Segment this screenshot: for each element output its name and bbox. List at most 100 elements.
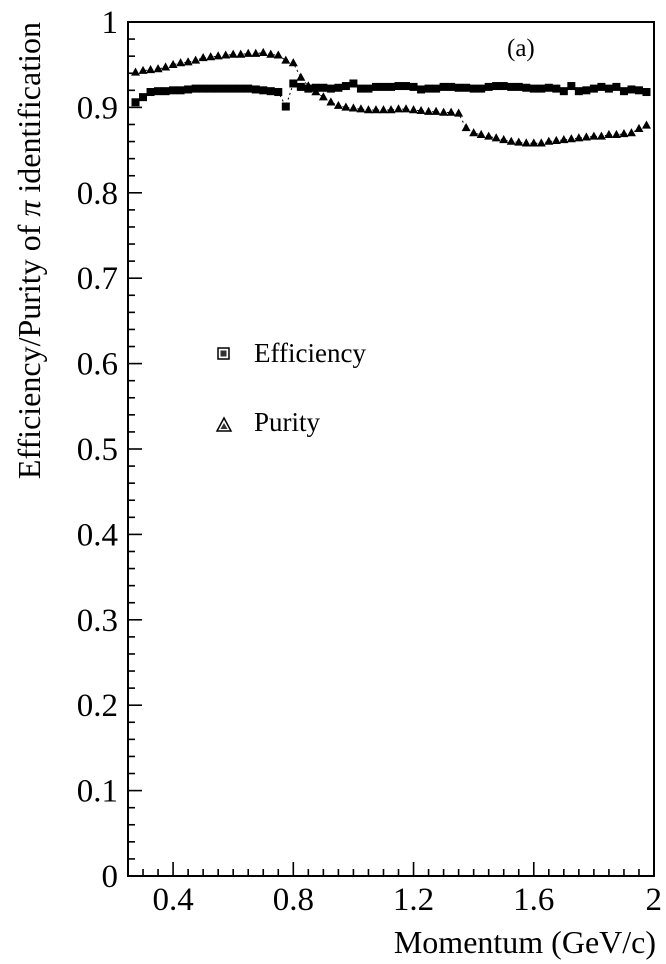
legend-marker-purity xyxy=(215,416,233,432)
purity-point xyxy=(521,138,531,147)
efficiency-point xyxy=(627,85,636,94)
purity-point xyxy=(491,133,501,142)
purity-point xyxy=(153,64,163,73)
y-tick-label: 0.2 xyxy=(77,688,118,724)
efficiency-point xyxy=(552,84,561,93)
x-tick-label: 0.4 xyxy=(152,882,193,918)
efficiency-point xyxy=(447,82,456,91)
efficiency-point xyxy=(356,84,365,93)
purity-point xyxy=(176,58,186,67)
purity-point xyxy=(296,72,306,81)
y-tick-label: 0.4 xyxy=(77,517,118,553)
purity-point xyxy=(626,128,636,137)
efficiency-point xyxy=(589,84,598,93)
efficiency-point xyxy=(642,88,651,97)
efficiency-point xyxy=(334,83,343,92)
efficiency-point xyxy=(499,82,508,91)
purity-point xyxy=(394,104,404,113)
efficiency-point xyxy=(379,82,388,91)
x-tick-label: 2 xyxy=(646,882,663,918)
legend-marker-efficiency xyxy=(217,347,230,360)
legend-triangle-fill xyxy=(220,423,228,429)
efficiency-point xyxy=(462,83,471,92)
y-tick-label: 0.6 xyxy=(77,347,118,383)
efficiency-point xyxy=(289,79,298,88)
efficiency-point xyxy=(341,82,350,91)
purity-point xyxy=(574,133,584,142)
efficiency-point xyxy=(139,93,148,102)
purity-point xyxy=(611,129,621,138)
purity-point xyxy=(589,131,599,140)
efficiency-point xyxy=(349,79,358,88)
purity-point xyxy=(183,57,193,66)
purity-point xyxy=(221,50,231,59)
purity-point xyxy=(198,53,208,62)
x-tick-label: 0.8 xyxy=(273,882,314,918)
purity-point xyxy=(454,108,464,117)
purity-point xyxy=(341,102,351,111)
y-tick-label: 0.9 xyxy=(77,90,118,126)
purity-point xyxy=(168,59,178,68)
purity-point xyxy=(311,87,321,96)
purity-point xyxy=(386,105,396,114)
efficiency-point xyxy=(259,86,268,95)
legend-label-purity: Purity xyxy=(254,407,321,437)
x-tick-label: 1.2 xyxy=(393,882,434,918)
purity-point xyxy=(431,106,441,115)
efficiency-point xyxy=(169,86,178,95)
x-tick-labels: 0.4 0.8 1.2 1.6 2 xyxy=(152,882,662,918)
purity-point xyxy=(288,58,298,67)
efficiency-point xyxy=(604,84,613,93)
efficiency-point xyxy=(191,84,200,93)
efficiency-point xyxy=(184,85,193,94)
purity-point xyxy=(499,134,509,144)
efficiency-point xyxy=(154,87,163,96)
purity-point xyxy=(439,107,449,116)
purity-point xyxy=(146,64,156,74)
efficiency-point xyxy=(364,84,373,93)
efficiency-point xyxy=(236,84,245,93)
purity-point xyxy=(536,138,546,147)
efficiency-point xyxy=(432,84,441,93)
y-tick-label: 0 xyxy=(102,859,119,895)
purity-point xyxy=(596,131,606,140)
efficiency-point xyxy=(597,82,606,91)
purity-point xyxy=(424,106,434,115)
efficiency-point xyxy=(484,82,493,91)
purity-point xyxy=(303,81,313,90)
efficiency-point xyxy=(206,84,215,93)
legend-square-fill xyxy=(220,350,227,357)
purity-point xyxy=(258,47,268,56)
efficiency-point xyxy=(514,82,523,91)
purity-point xyxy=(634,123,644,132)
purity-point xyxy=(566,134,576,143)
purity-point xyxy=(356,104,366,113)
efficiency-point xyxy=(409,82,418,91)
y-axis-title-symbol: π xyxy=(11,200,47,217)
efficiency-point xyxy=(319,83,328,92)
efficiency-point xyxy=(131,98,140,107)
efficiency-point xyxy=(214,84,223,93)
purity-point xyxy=(326,97,336,106)
efficiency-point xyxy=(371,82,380,91)
efficiency-point xyxy=(394,82,403,91)
y-axis-title-suffix: identification xyxy=(11,22,47,201)
purity-point xyxy=(619,129,629,138)
y-tick-label: 1 xyxy=(102,5,119,41)
efficiency-point xyxy=(582,86,591,95)
purity-point xyxy=(378,105,388,114)
purity-point xyxy=(251,48,261,57)
purity-point xyxy=(559,134,569,144)
purity-point xyxy=(529,138,539,147)
efficiency-point xyxy=(274,88,283,97)
data-markers xyxy=(131,47,651,147)
efficiency-point xyxy=(537,84,546,93)
efficiency-point xyxy=(296,82,305,91)
purity-point xyxy=(484,131,494,140)
y-tick-label: 0.3 xyxy=(77,603,118,639)
purity-point xyxy=(416,105,426,115)
efficiency-point xyxy=(477,84,486,93)
purity-point xyxy=(461,123,471,132)
purity-point xyxy=(363,105,373,114)
